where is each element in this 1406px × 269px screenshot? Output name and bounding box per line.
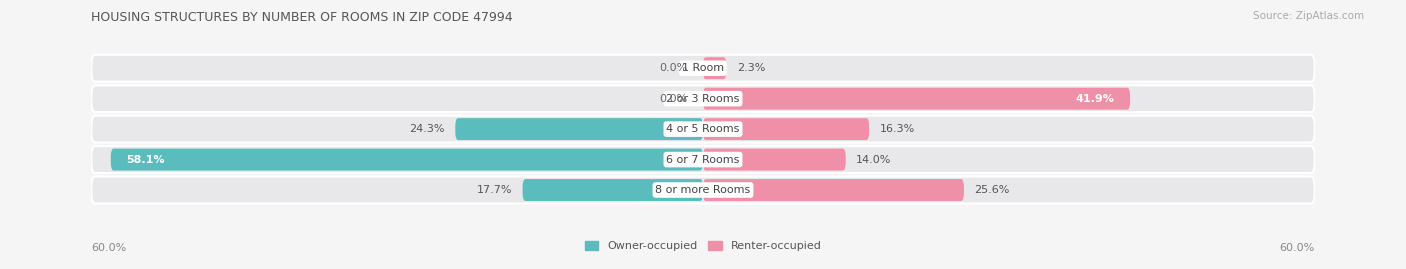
FancyBboxPatch shape <box>91 146 1315 173</box>
FancyBboxPatch shape <box>456 118 703 140</box>
Text: Source: ZipAtlas.com: Source: ZipAtlas.com <box>1253 11 1364 21</box>
Text: 41.9%: 41.9% <box>1076 94 1115 104</box>
FancyBboxPatch shape <box>703 148 846 171</box>
Text: 6 or 7 Rooms: 6 or 7 Rooms <box>666 155 740 165</box>
FancyBboxPatch shape <box>91 55 1315 82</box>
Text: 0.0%: 0.0% <box>659 94 688 104</box>
Text: 8 or more Rooms: 8 or more Rooms <box>655 185 751 195</box>
Text: HOUSING STRUCTURES BY NUMBER OF ROOMS IN ZIP CODE 47994: HOUSING STRUCTURES BY NUMBER OF ROOMS IN… <box>91 11 513 24</box>
Text: 58.1%: 58.1% <box>127 155 165 165</box>
Text: 14.0%: 14.0% <box>856 155 891 165</box>
FancyBboxPatch shape <box>703 118 869 140</box>
Text: 0.0%: 0.0% <box>659 63 688 73</box>
FancyBboxPatch shape <box>703 57 727 79</box>
Text: 1 Room: 1 Room <box>682 63 724 73</box>
Text: 16.3%: 16.3% <box>879 124 914 134</box>
FancyBboxPatch shape <box>91 177 1315 203</box>
FancyBboxPatch shape <box>91 85 1315 112</box>
FancyBboxPatch shape <box>111 148 703 171</box>
Text: 2 or 3 Rooms: 2 or 3 Rooms <box>666 94 740 104</box>
FancyBboxPatch shape <box>703 88 1130 110</box>
Text: 4 or 5 Rooms: 4 or 5 Rooms <box>666 124 740 134</box>
Text: 25.6%: 25.6% <box>974 185 1010 195</box>
FancyBboxPatch shape <box>91 116 1315 143</box>
Text: 60.0%: 60.0% <box>1279 243 1315 253</box>
Text: 24.3%: 24.3% <box>409 124 446 134</box>
Legend: Owner-occupied, Renter-occupied: Owner-occupied, Renter-occupied <box>581 236 825 256</box>
Text: 2.3%: 2.3% <box>737 63 765 73</box>
Text: 60.0%: 60.0% <box>91 243 127 253</box>
Text: 17.7%: 17.7% <box>477 185 512 195</box>
FancyBboxPatch shape <box>523 179 703 201</box>
FancyBboxPatch shape <box>703 179 965 201</box>
